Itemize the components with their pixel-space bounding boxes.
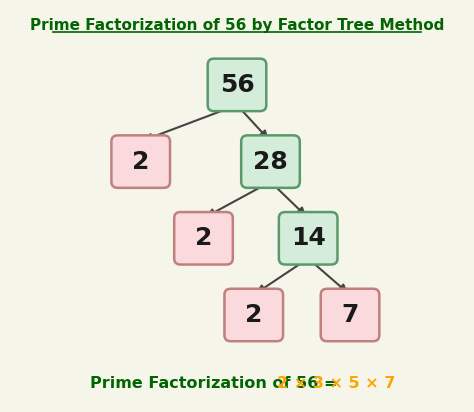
Text: 2: 2	[132, 150, 149, 173]
FancyBboxPatch shape	[225, 289, 283, 341]
Text: 14: 14	[291, 226, 326, 250]
Text: 7: 7	[341, 303, 359, 327]
Text: 2: 2	[195, 226, 212, 250]
Text: Prime Factorization of 56 =: Prime Factorization of 56 =	[91, 376, 344, 391]
Text: Prime Factorization of 56 by Factor Tree Method: Prime Factorization of 56 by Factor Tree…	[30, 18, 444, 33]
FancyBboxPatch shape	[279, 212, 337, 265]
FancyBboxPatch shape	[321, 289, 379, 341]
FancyBboxPatch shape	[241, 136, 300, 188]
Text: 28: 28	[253, 150, 288, 173]
Text: 2: 2	[245, 303, 263, 327]
Text: 2 × 3 × 5 × 7: 2 × 3 × 5 × 7	[277, 376, 395, 391]
FancyBboxPatch shape	[111, 136, 170, 188]
FancyBboxPatch shape	[174, 212, 233, 265]
Text: 56: 56	[219, 73, 255, 97]
FancyBboxPatch shape	[208, 59, 266, 111]
